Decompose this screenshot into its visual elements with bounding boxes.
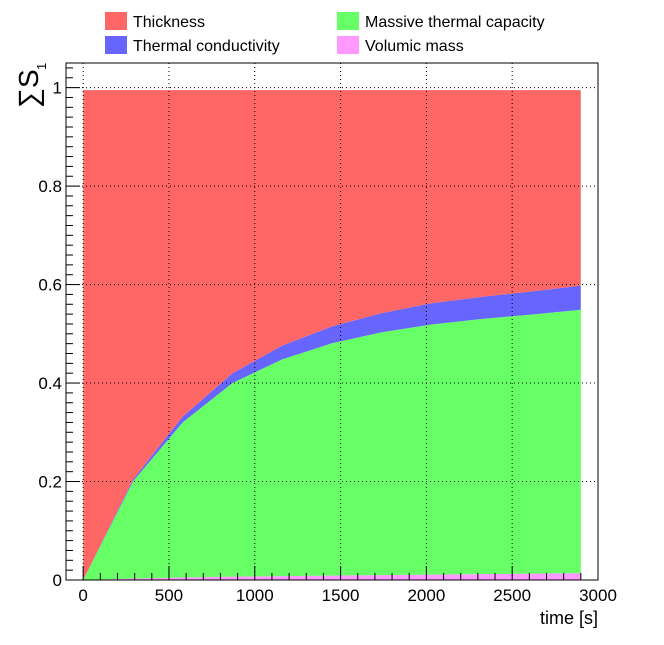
plot-areas bbox=[83, 90, 581, 580]
area-series-1 bbox=[83, 309, 581, 580]
x-axis-title: time [s] bbox=[540, 608, 598, 628]
x-tick-label: 1000 bbox=[236, 586, 274, 605]
area-series-0 bbox=[83, 573, 581, 580]
legend-label-0: Thickness bbox=[133, 14, 205, 31]
y-tick-label: 1 bbox=[53, 79, 62, 98]
legend-swatch-0 bbox=[105, 12, 127, 30]
y-axis: 0 0.2 0.4 0.6 0.8 1 bbox=[38, 67, 80, 590]
x-tick-label: 500 bbox=[155, 586, 183, 605]
legend-swatch-2 bbox=[337, 12, 359, 30]
y-tick-label: 0.8 bbox=[38, 177, 62, 196]
legend-swatch-1 bbox=[105, 36, 127, 54]
x-tick-label: 0 bbox=[78, 586, 87, 605]
legend-label-2: Massive thermal capacity bbox=[365, 14, 545, 31]
x-axis: 0 500 1000 1500 2000 2500 3000 bbox=[65, 566, 617, 605]
y-tick-label: 0.2 bbox=[38, 473, 62, 492]
y-tick-label: 0 bbox=[53, 571, 62, 590]
x-tick-label: 2000 bbox=[407, 586, 445, 605]
x-tick-label: 3000 bbox=[579, 586, 617, 605]
plot-frame bbox=[65, 62, 599, 581]
area-series-3 bbox=[83, 90, 581, 580]
y-axis-title: ∑S 1 bbox=[13, 63, 49, 108]
legend-swatch-3 bbox=[337, 36, 359, 54]
x-tick-label: 2500 bbox=[493, 586, 531, 605]
y-axis-title-subscript: 1 bbox=[34, 63, 49, 70]
x-tick-label: 1500 bbox=[322, 586, 360, 605]
y-tick-label: 0.4 bbox=[38, 374, 62, 393]
y-axis-title-text: ∑S bbox=[13, 69, 44, 108]
y-tick-label: 0.6 bbox=[38, 276, 62, 295]
legend-label-1: Thermal conductivity bbox=[133, 38, 280, 55]
legend-label-3: Volumic mass bbox=[365, 38, 464, 55]
legend: Thickness Thermal conductivity Massive the… bbox=[105, 12, 545, 55]
